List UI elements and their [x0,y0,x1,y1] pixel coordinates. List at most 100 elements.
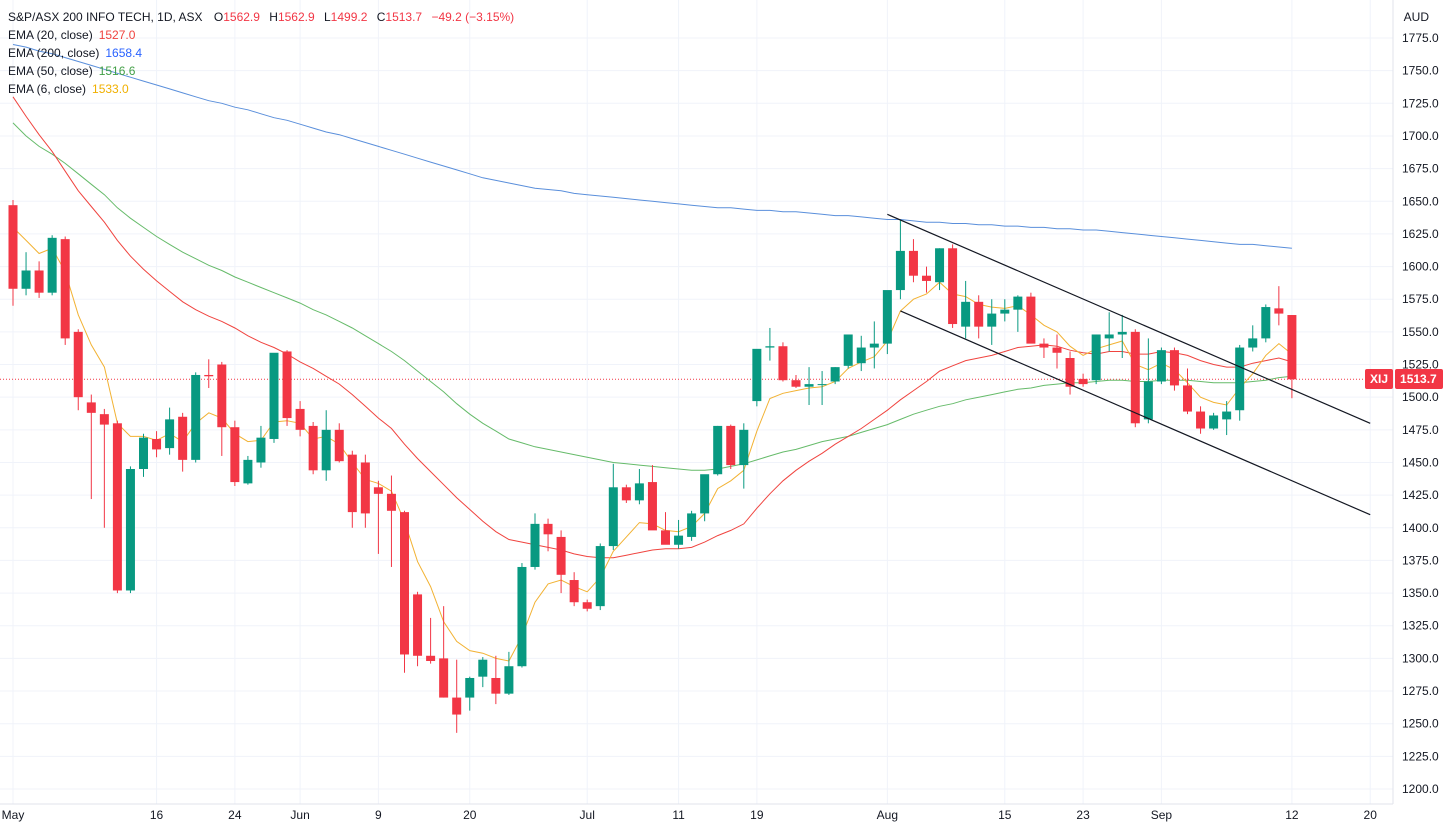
trend-channel [887,213,1371,516]
candle [830,367,840,385]
candle-body [1130,331,1140,424]
candle-body [569,580,579,603]
candle-body [830,367,840,382]
candle-body [295,408,305,430]
candle-body [269,352,279,439]
y-tick-label: 1450.0 [1402,455,1439,469]
legend-ema6[interactable]: EMA (6, close) 1533.0 [8,82,129,96]
candle [791,374,801,389]
candle-body [882,290,892,344]
candle [21,252,31,296]
candle [869,321,879,369]
candle [1222,401,1232,436]
candle-body [99,414,109,425]
candle [347,450,357,528]
legend-ema50[interactable]: EMA (50, close) 1516.6 [8,64,136,78]
y-tick-label: 1550.0 [1402,325,1439,339]
candle [987,299,997,345]
candle [1065,351,1075,395]
x-tick-label: 16 [150,808,164,822]
y-tick-label: 1600.0 [1402,260,1439,274]
candle [386,475,396,567]
candle-body [1039,343,1049,348]
candle [843,334,853,369]
y-tick-label: 1200.0 [1402,782,1439,796]
channel-line [887,213,1371,424]
y-tick-label: 1375.0 [1402,553,1439,567]
ema6-line [12,227,1293,662]
candle [948,244,958,328]
candle [908,239,918,283]
candle-body [935,248,945,283]
x-tick-label: 9 [375,808,382,822]
y-tick-label: 1500.0 [1402,390,1439,404]
candle [439,606,449,698]
candle-body [661,530,670,545]
candle-body [8,205,18,289]
candle [739,423,749,489]
axes: 1200.0 1225.0 1250.0 1275.0 1300.0 1325.0 1350… [0,0,1439,822]
y-tick-label: 1625.0 [1402,227,1439,241]
candle-body [726,425,736,466]
candle-body [491,677,501,694]
candle-body [347,454,357,513]
candle-body [139,437,148,470]
candle-body [647,482,657,531]
candle [1039,338,1049,358]
y-tick-label: 1250.0 [1402,717,1439,731]
y-tick-label: 1425.0 [1402,488,1439,502]
candle [556,530,566,594]
candle-body [765,346,775,348]
candle [517,563,527,668]
candle [112,420,122,594]
candle-body [674,535,684,545]
candle-body [1065,357,1075,387]
candle-body [1143,381,1153,420]
candle [674,519,684,549]
candle-body [791,380,801,387]
y-tick-label: 1525.0 [1402,358,1439,372]
candle [34,261,44,298]
candle-body [1156,350,1166,382]
legend-ema20[interactable]: EMA (20, close) 1527.0 [8,28,136,42]
candle-body [426,655,436,662]
x-tick-label: Jul [580,808,595,822]
candle-body [334,429,344,462]
candle-body [125,469,135,591]
candle [60,236,70,345]
candle [321,410,331,481]
legend-ema200[interactable]: EMA (200, close) 1658.4 [8,46,143,60]
candle [243,455,253,485]
candle-body [1013,296,1023,310]
y-tick-label: 1725.0 [1402,96,1439,110]
candle [778,342,788,382]
x-tick-label: 20 [1364,808,1378,822]
candle-body [713,425,723,475]
candle-body [856,347,866,364]
candle [1287,315,1297,399]
candle-body [1287,315,1297,380]
candle-body [360,462,370,514]
price-tag-symbol: XIJ [1365,369,1394,390]
candle-body [778,346,788,381]
candle-body [47,237,57,293]
chart-legend: S&P/ASX 200 INFO TECH, 1D, ASX O1562.9 H… [8,8,514,98]
candle-body [621,487,631,501]
candle [1052,334,1062,369]
candle [1104,312,1114,352]
candle [452,659,462,733]
candle-body [961,301,971,327]
candle-body [1078,378,1088,385]
ema50-line [12,122,1292,471]
candle-body [752,348,762,402]
candle [687,510,697,541]
x-tick-label: 24 [228,808,242,822]
symbol-line: S&P/ASX 200 INFO TECH, 1D, ASX [8,10,203,24]
candle [491,655,501,705]
candle [478,657,488,688]
candle [804,367,814,406]
candle-body [634,483,644,501]
candle [1235,344,1245,421]
candle-body [922,275,931,281]
